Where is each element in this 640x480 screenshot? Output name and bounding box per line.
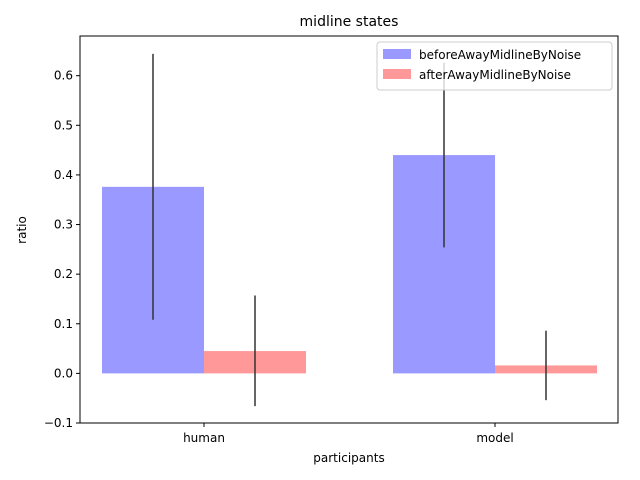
legend: beforeAwayMidlineByNoise afterAwayMidline… [376,41,613,91]
plot-area [102,53,597,407]
legend-label: afterAwayMidlineByNoise [419,68,571,82]
y-tick-label: 0.3 [54,218,73,232]
legend-swatch [383,69,411,79]
axes-frame [79,35,619,424]
y-tick-label: 0.6 [54,69,73,83]
y-tick-label: 0.2 [54,267,73,281]
y-tick-label: 0.5 [54,118,73,132]
axes: −0.1 0.0 0.1 0.2 0.3 0.4 0.5 0.6 human model [44,35,619,445]
y-axis-label: ratio [15,216,29,244]
legend-swatch [383,49,411,59]
y-tick-label: −0.1 [44,416,73,430]
legend-label: beforeAwayMidlineByNoise [419,48,581,62]
x-tick-label: human [183,431,225,445]
y-tick-label: 0.1 [54,317,73,331]
y-tick-label: 0.4 [54,168,73,182]
legend-box [376,41,613,91]
chart-title: midline states [300,14,399,30]
y-tick-label: 0.0 [54,366,73,380]
x-tick-label: model [476,431,513,445]
x-axis-label: participants [313,451,384,465]
